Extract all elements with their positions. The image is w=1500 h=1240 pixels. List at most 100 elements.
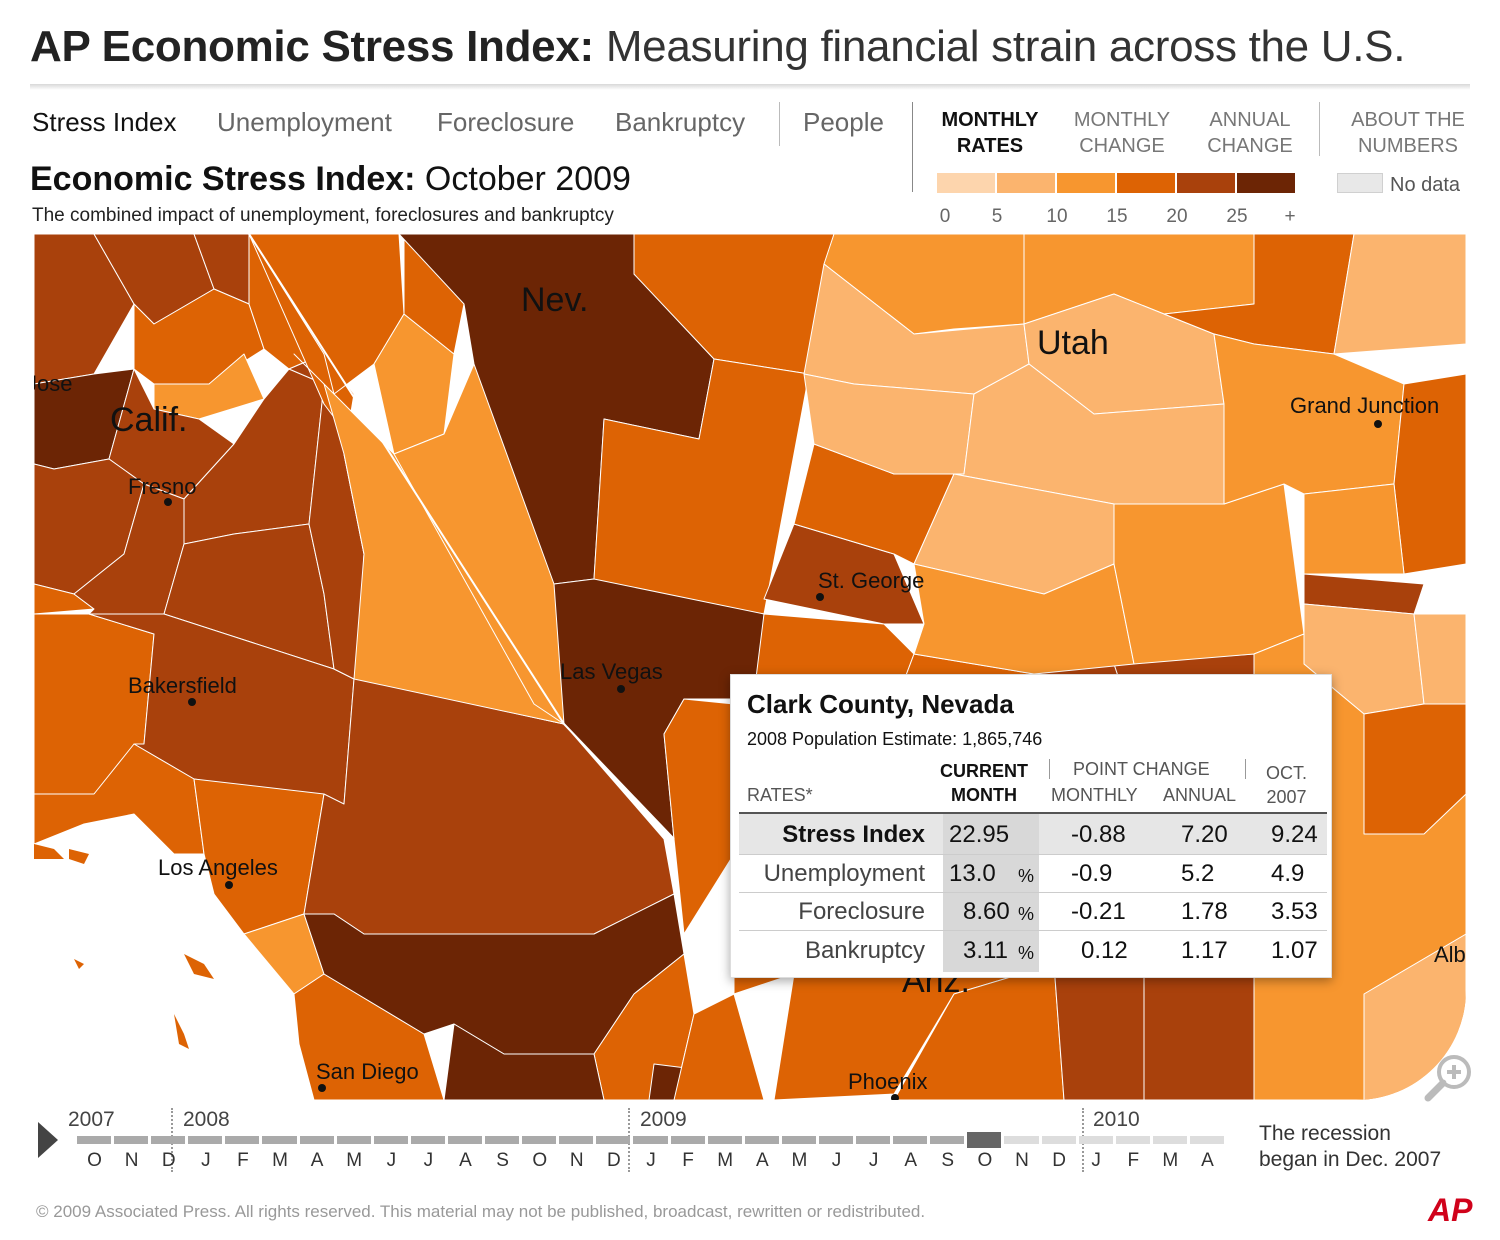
timeline-month-label[interactable]: J <box>646 1150 656 1171</box>
timeline-month-segment[interactable] <box>522 1136 557 1144</box>
timeline-month-segment[interactable] <box>707 1136 742 1144</box>
timeline-month-label[interactable]: A <box>459 1150 472 1171</box>
timeline-month-segment[interactable] <box>1115 1136 1150 1144</box>
timeline-month-segment[interactable] <box>596 1136 631 1144</box>
timeline-month-label[interactable]: N <box>124 1150 139 1171</box>
monthly-change: -0.88 <box>1071 821 1126 848</box>
timeline-month-label[interactable]: A <box>310 1150 324 1171</box>
county-region[interactable] <box>1363 703 1466 835</box>
legend-tick: 15 <box>1106 206 1128 227</box>
timeline-month-label[interactable]: A <box>755 1150 769 1171</box>
play-button[interactable] <box>38 1122 58 1158</box>
timeline-month-segment[interactable] <box>1041 1136 1076 1144</box>
choropleth-map[interactable]: Nev. Calif. Utah Jose Alb Fresno Bakersf… <box>34 234 1466 1100</box>
timeline-month-segment[interactable] <box>410 1136 445 1144</box>
timeline-month-segment[interactable] <box>1152 1136 1187 1144</box>
timeline-month-segment[interactable] <box>893 1136 928 1144</box>
timeline-month-segment[interactable] <box>225 1136 260 1144</box>
timeline-month-label[interactable]: J <box>1091 1150 1101 1171</box>
map-svg[interactable]: Nev. Calif. Utah Jose Alb Fresno Bakersf… <box>34 234 1466 1100</box>
timeline-month-label[interactable]: J <box>423 1150 434 1171</box>
annual-change: 7.20 <box>1181 821 1228 848</box>
timeline-month-label[interactable]: M <box>717 1150 734 1171</box>
timeline-month-segment[interactable] <box>1189 1136 1224 1144</box>
city-dot <box>816 593 824 601</box>
timeline-month-label[interactable]: D <box>607 1150 621 1171</box>
timeline-month-label[interactable]: F <box>237 1150 249 1171</box>
tab-stress-index[interactable]: Stress Index <box>32 107 177 137</box>
timeline-month-segment[interactable] <box>188 1136 223 1144</box>
timeline-month-segment[interactable] <box>559 1136 594 1144</box>
timeline-month-label[interactable]: A <box>1201 1150 1214 1171</box>
mode-monthly-rates[interactable]: MONTHLY RATES <box>930 107 1050 159</box>
timeline-month-segment[interactable] <box>930 1136 965 1144</box>
timeline-month-label[interactable]: S <box>941 1150 955 1171</box>
city-label-grand-junction: Grand Junction <box>1290 393 1439 418</box>
county-region[interactable] <box>1213 333 1405 505</box>
timeline-month-label[interactable]: O <box>977 1150 993 1171</box>
timeline-month-label[interactable]: D <box>1052 1150 1066 1171</box>
timeline-month-label[interactable]: M <box>791 1150 808 1171</box>
county-region[interactable] <box>1303 483 1405 575</box>
timeline-month-segment[interactable] <box>670 1136 705 1144</box>
timeline-month-segment[interactable] <box>1004 1136 1039 1144</box>
nav-divider <box>779 102 780 146</box>
timeline-month-label[interactable]: F <box>1127 1150 1140 1171</box>
tab-people[interactable]: People <box>803 107 884 137</box>
county-region[interactable] <box>913 563 1135 675</box>
timeline-month-label[interactable]: S <box>496 1150 509 1171</box>
timeline-month-segment[interactable] <box>77 1136 112 1144</box>
county-region[interactable] <box>1393 373 1466 575</box>
county-region[interactable] <box>1113 483 1305 665</box>
timeline-month-segment[interactable] <box>336 1136 371 1144</box>
timeline-month-label[interactable]: M <box>346 1150 363 1171</box>
timeline-month-segment[interactable] <box>1078 1136 1113 1144</box>
timeline-month-label[interactable]: J <box>386 1150 397 1171</box>
timeline-month-segment[interactable] <box>485 1136 520 1144</box>
page-title: AP Economic Stress Index: Measuring fina… <box>30 22 1405 72</box>
county-region[interactable] <box>1363 933 1466 1100</box>
timeline-month-segment[interactable] <box>151 1136 186 1144</box>
county-region[interactable] <box>443 1023 605 1100</box>
current-value: 13.0 <box>949 860 996 887</box>
timeline-month-segment[interactable] <box>262 1136 297 1144</box>
timeline-month-segment[interactable] <box>856 1136 891 1144</box>
tab-foreclosure[interactable]: Foreclosure <box>437 107 575 137</box>
oct2007-value: 9.24 <box>1271 821 1318 848</box>
legend-tick: 20 <box>1166 206 1188 227</box>
timeline-month-label[interactable]: J <box>868 1150 879 1171</box>
timeline-month-label[interactable]: O <box>532 1150 548 1171</box>
timeline-month-segment[interactable] <box>373 1136 408 1144</box>
zoom-in-icon[interactable] <box>1420 1050 1480 1110</box>
current-value: 22.95 <box>949 821 1010 848</box>
about-numbers-link[interactable]: ABOUT THE NUMBERS <box>1338 107 1478 159</box>
timeline-month-segment[interactable] <box>114 1136 149 1144</box>
county-region[interactable] <box>1333 234 1466 355</box>
timeline-month-segment[interactable] <box>967 1132 1002 1148</box>
mode-annual-change[interactable]: ANNUAL CHANGE <box>1190 107 1310 159</box>
timeline-month-label[interactable]: F <box>682 1150 694 1171</box>
tab-bankruptcy[interactable]: Bankruptcy <box>615 107 746 137</box>
county-region[interactable] <box>763 523 925 625</box>
county-region[interactable] <box>373 313 455 455</box>
county-region[interactable] <box>1413 613 1466 705</box>
timeline-month-segment[interactable] <box>781 1136 816 1144</box>
timeline-month-segment[interactable] <box>633 1136 668 1144</box>
timeline-month-label[interactable]: J <box>831 1150 842 1171</box>
timeline-month-label[interactable]: D <box>161 1150 176 1171</box>
timeline-month-segment[interactable] <box>299 1136 334 1144</box>
timeline-month-label[interactable]: A <box>904 1150 918 1171</box>
timeline-month-segment[interactable] <box>818 1136 854 1144</box>
tab-unemployment[interactable]: Unemployment <box>217 107 392 137</box>
mode-monthly-change[interactable]: MONTHLY CHANGE <box>1062 107 1182 159</box>
timeline-month-label[interactable]: N <box>1015 1150 1029 1171</box>
timeline-month-label[interactable]: O <box>87 1150 102 1171</box>
timeline-month-segment[interactable] <box>744 1136 779 1144</box>
timeline-month-label[interactable]: N <box>569 1150 584 1171</box>
timeline-month-label[interactable]: M <box>1162 1150 1179 1171</box>
county-region[interactable] <box>34 234 135 385</box>
timeline-month-label[interactable]: J <box>201 1150 211 1171</box>
current-column-band <box>943 814 1039 972</box>
timeline-month-segment[interactable] <box>447 1136 483 1144</box>
timeline-month-label[interactable]: M <box>272 1150 288 1171</box>
